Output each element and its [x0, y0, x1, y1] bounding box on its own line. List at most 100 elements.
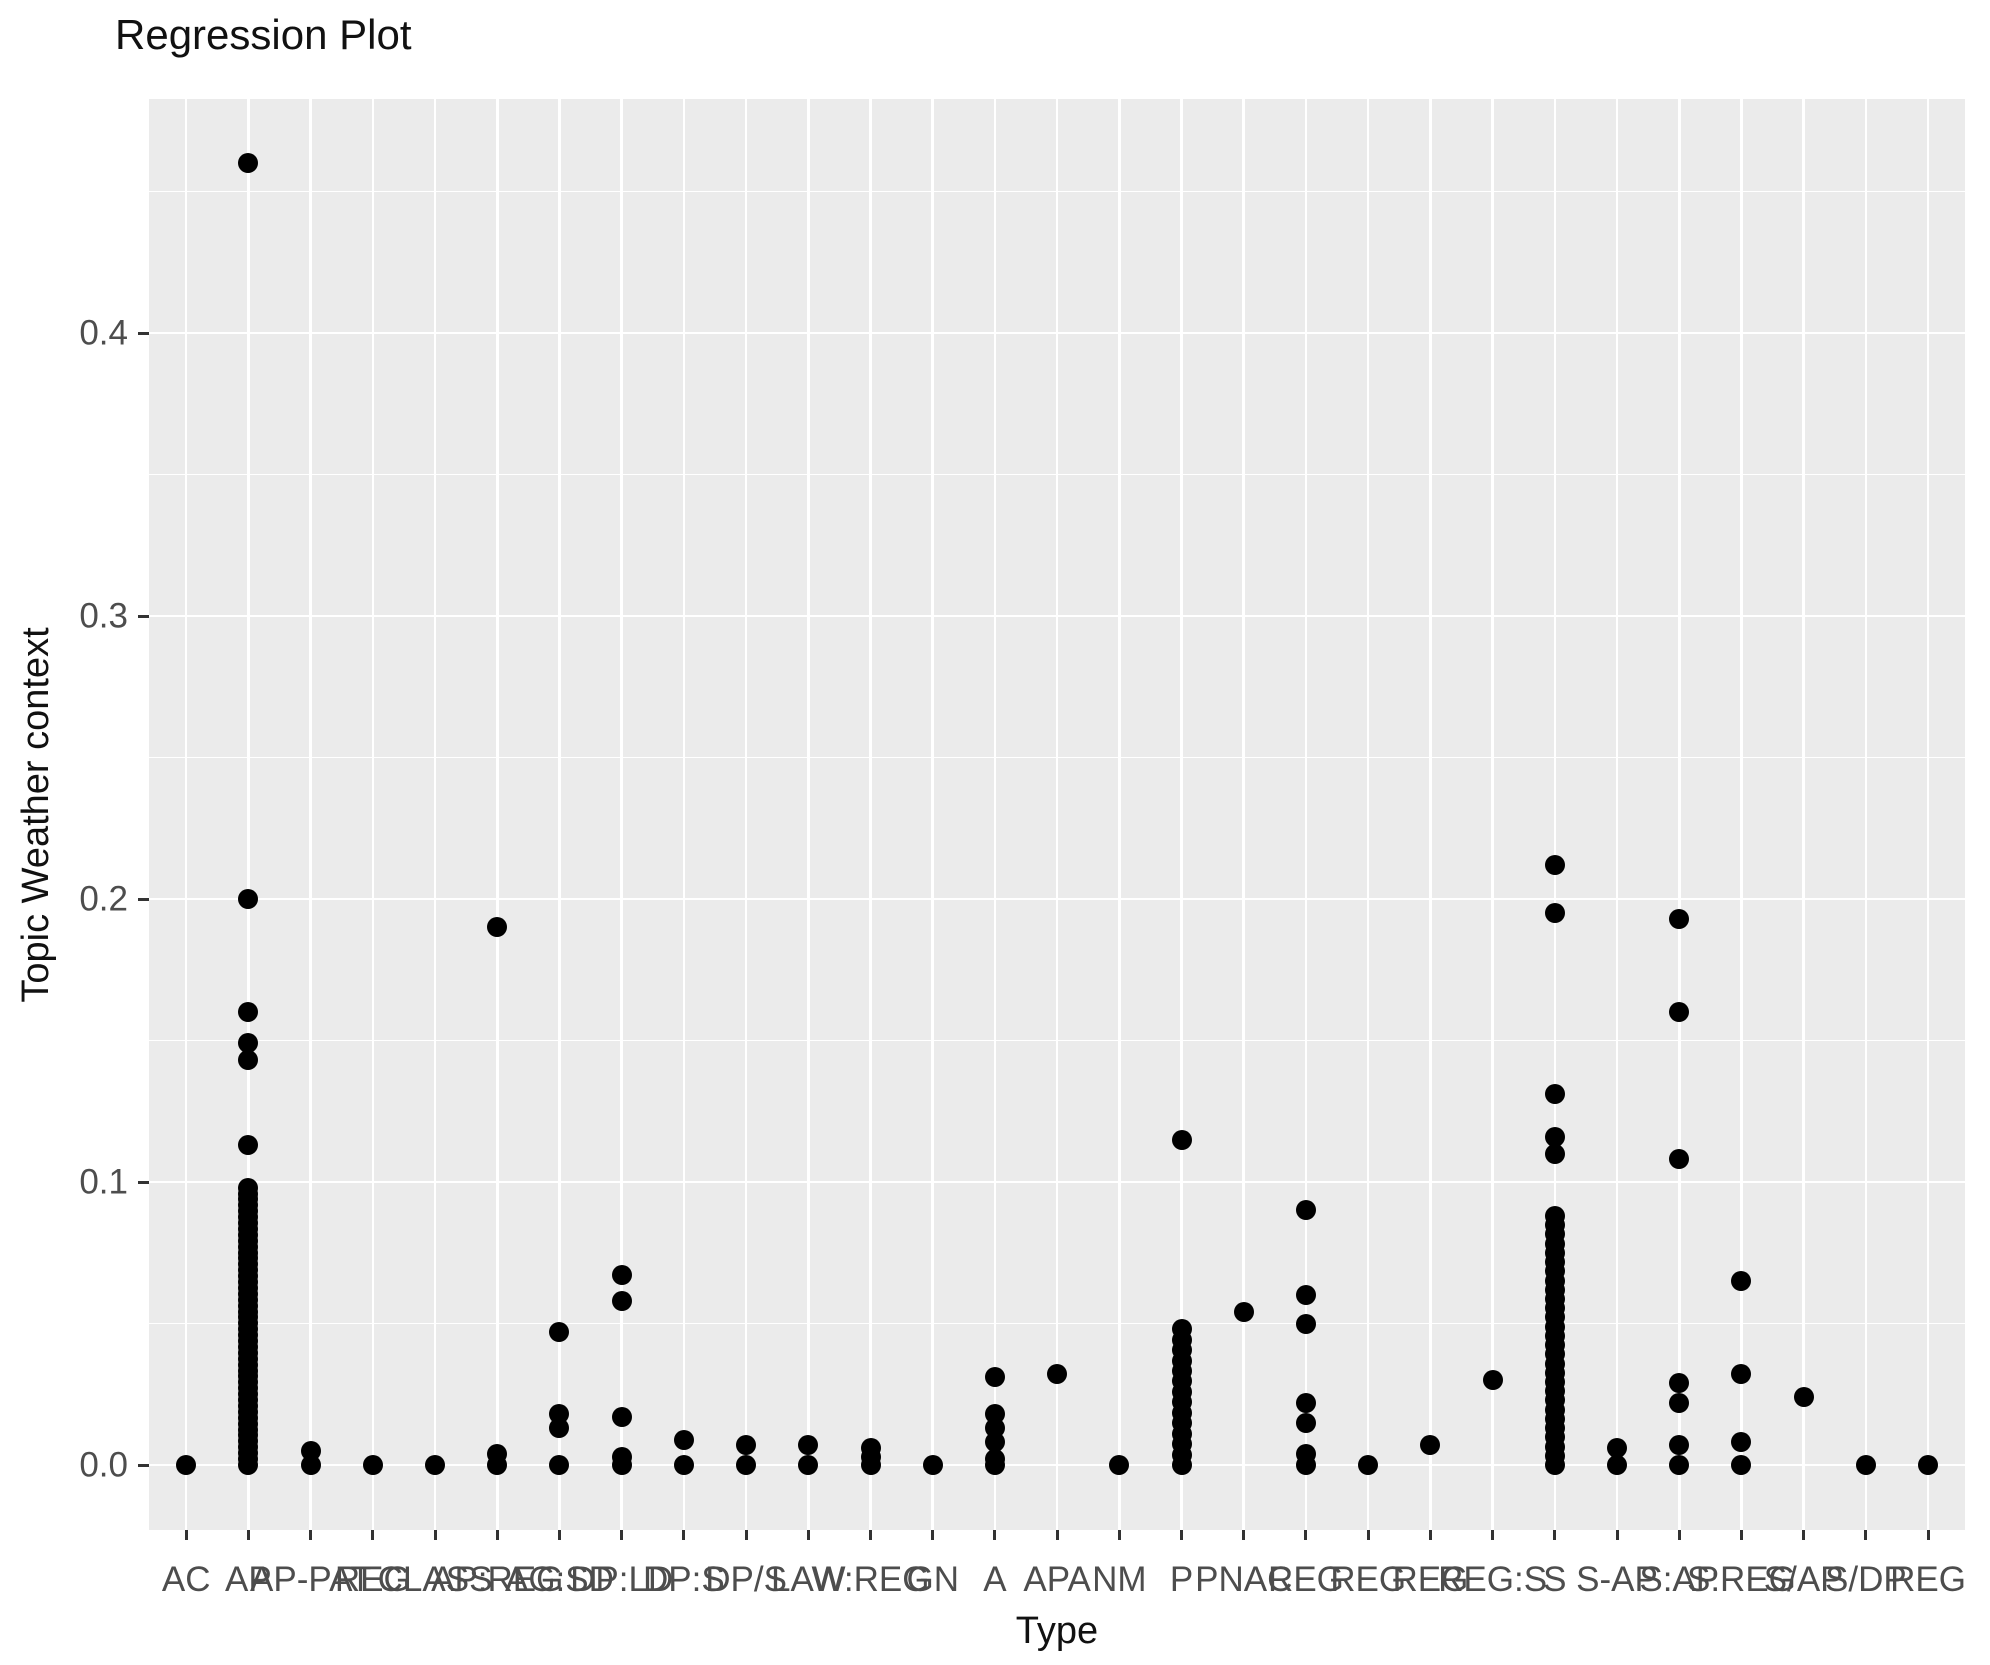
data-point	[611, 1446, 632, 1467]
data-point	[549, 1321, 570, 1342]
data-point	[238, 1002, 259, 1023]
x-tick-label: PNAC	[1195, 1560, 1293, 1599]
vertical-gridline	[1304, 99, 1308, 1530]
x-tick-label: LAW	[771, 1560, 846, 1599]
x-tick-mark	[1366, 1530, 1370, 1540]
x-tick-mark	[1491, 1530, 1495, 1540]
plot-title: Regression Plot	[115, 11, 412, 58]
vertical-gridline	[495, 99, 499, 1530]
data-point	[238, 1135, 259, 1156]
x-tick-mark	[309, 1530, 313, 1540]
data-point	[984, 1367, 1005, 1388]
data-point	[736, 1455, 757, 1475]
data-point	[611, 1265, 632, 1286]
vertical-gridline	[1180, 99, 1183, 1530]
data-point	[1669, 1372, 1690, 1393]
vertical-gridline	[1491, 99, 1494, 1530]
y-tick-mark	[138, 1463, 149, 1467]
x-tick-label: GN	[906, 1560, 959, 1599]
x-tick-label: AP-PAT	[250, 1560, 372, 1599]
x-tick-mark	[682, 1530, 686, 1540]
x-tick-mark	[1677, 1530, 1681, 1540]
y-tick-label: 0.3	[79, 596, 128, 636]
x-tick-label: S/AP	[1763, 1560, 1844, 1599]
data-point	[1669, 1149, 1690, 1170]
data-point	[300, 1455, 321, 1475]
data-point	[1544, 855, 1565, 876]
x-axis-title: Type	[1015, 1610, 1099, 1652]
data-point	[673, 1429, 694, 1450]
x-tick-mark	[1055, 1530, 1059, 1540]
data-point	[1358, 1455, 1379, 1475]
x-tick-mark	[1304, 1530, 1308, 1540]
data-point	[362, 1455, 383, 1475]
vertical-gridline	[1864, 99, 1868, 1530]
x-tick-label: W:REG	[811, 1560, 930, 1599]
vertical-gridline	[371, 99, 375, 1530]
data-point	[922, 1455, 943, 1475]
x-tick-mark	[1428, 1530, 1432, 1540]
x-tick-mark	[371, 1530, 375, 1540]
data-point	[798, 1455, 819, 1475]
data-point	[549, 1455, 570, 1475]
data-point	[984, 1404, 1005, 1425]
vertical-gridline	[1677, 99, 1681, 1530]
data-point	[984, 1449, 1005, 1470]
data-point	[1731, 1364, 1752, 1385]
x-tick-mark	[1802, 1530, 1806, 1540]
x-tick-label: REG	[334, 1560, 411, 1599]
vertical-gridline	[1429, 99, 1432, 1530]
data-point	[1295, 1285, 1316, 1306]
x-tick-label: AG:SD	[504, 1560, 614, 1599]
data-point	[1731, 1271, 1752, 1292]
x-tick-mark	[1180, 1530, 1184, 1540]
data-point	[1544, 1084, 1565, 1105]
x-tick-mark	[1242, 1530, 1246, 1540]
x-tick-label: REG	[1268, 1560, 1344, 1599]
data-point	[1295, 1200, 1316, 1221]
data-point	[1233, 1302, 1254, 1323]
data-point	[549, 1404, 570, 1425]
y-tick-mark	[138, 1180, 149, 1184]
x-tick-label: AP:REG	[431, 1560, 564, 1599]
data-point	[1607, 1438, 1628, 1459]
vertical-gridline	[1615, 99, 1619, 1530]
vertical-gridline	[1926, 99, 1930, 1530]
data-point	[238, 1050, 259, 1071]
x-tick-mark	[1553, 1530, 1557, 1540]
data-point	[1544, 1205, 1565, 1226]
x-tick-mark	[993, 1530, 997, 1540]
x-tick-mark	[620, 1530, 624, 1540]
data-point	[1669, 1392, 1690, 1413]
data-point	[1855, 1455, 1876, 1475]
data-point	[1047, 1364, 1068, 1385]
data-point	[1544, 903, 1565, 924]
x-tick-label: DP:LD	[570, 1560, 674, 1599]
y-tick-label: 0.0	[79, 1445, 128, 1485]
x-tick-label: S	[1543, 1560, 1567, 1599]
data-point	[238, 1033, 259, 1054]
y-tick-mark	[138, 614, 149, 618]
x-tick-label: DP:S	[643, 1560, 725, 1599]
data-point	[487, 917, 508, 938]
data-point	[984, 1432, 1005, 1453]
x-tick-label: A	[983, 1560, 1007, 1599]
vertical-gridline	[1366, 99, 1370, 1530]
x-tick-mark	[184, 1530, 188, 1540]
vertical-gridline	[1242, 99, 1246, 1530]
data-point	[1669, 1455, 1690, 1475]
vertical-gridline	[558, 99, 561, 1530]
x-tick-label: NM	[1092, 1560, 1147, 1599]
vertical-gridline	[1118, 99, 1121, 1530]
x-tick-mark	[433, 1530, 437, 1540]
vertical-gridline	[807, 99, 810, 1530]
data-point	[1731, 1455, 1752, 1475]
data-point	[1731, 1432, 1752, 1453]
x-tick-label: S:REG	[1686, 1560, 1796, 1599]
vertical-gridline	[1055, 99, 1059, 1530]
x-tick-mark	[744, 1530, 748, 1540]
vertical-gridline	[1553, 99, 1557, 1530]
vertical-gridline	[247, 99, 250, 1530]
data-point	[1918, 1455, 1939, 1475]
vertical-gridline	[620, 99, 623, 1530]
